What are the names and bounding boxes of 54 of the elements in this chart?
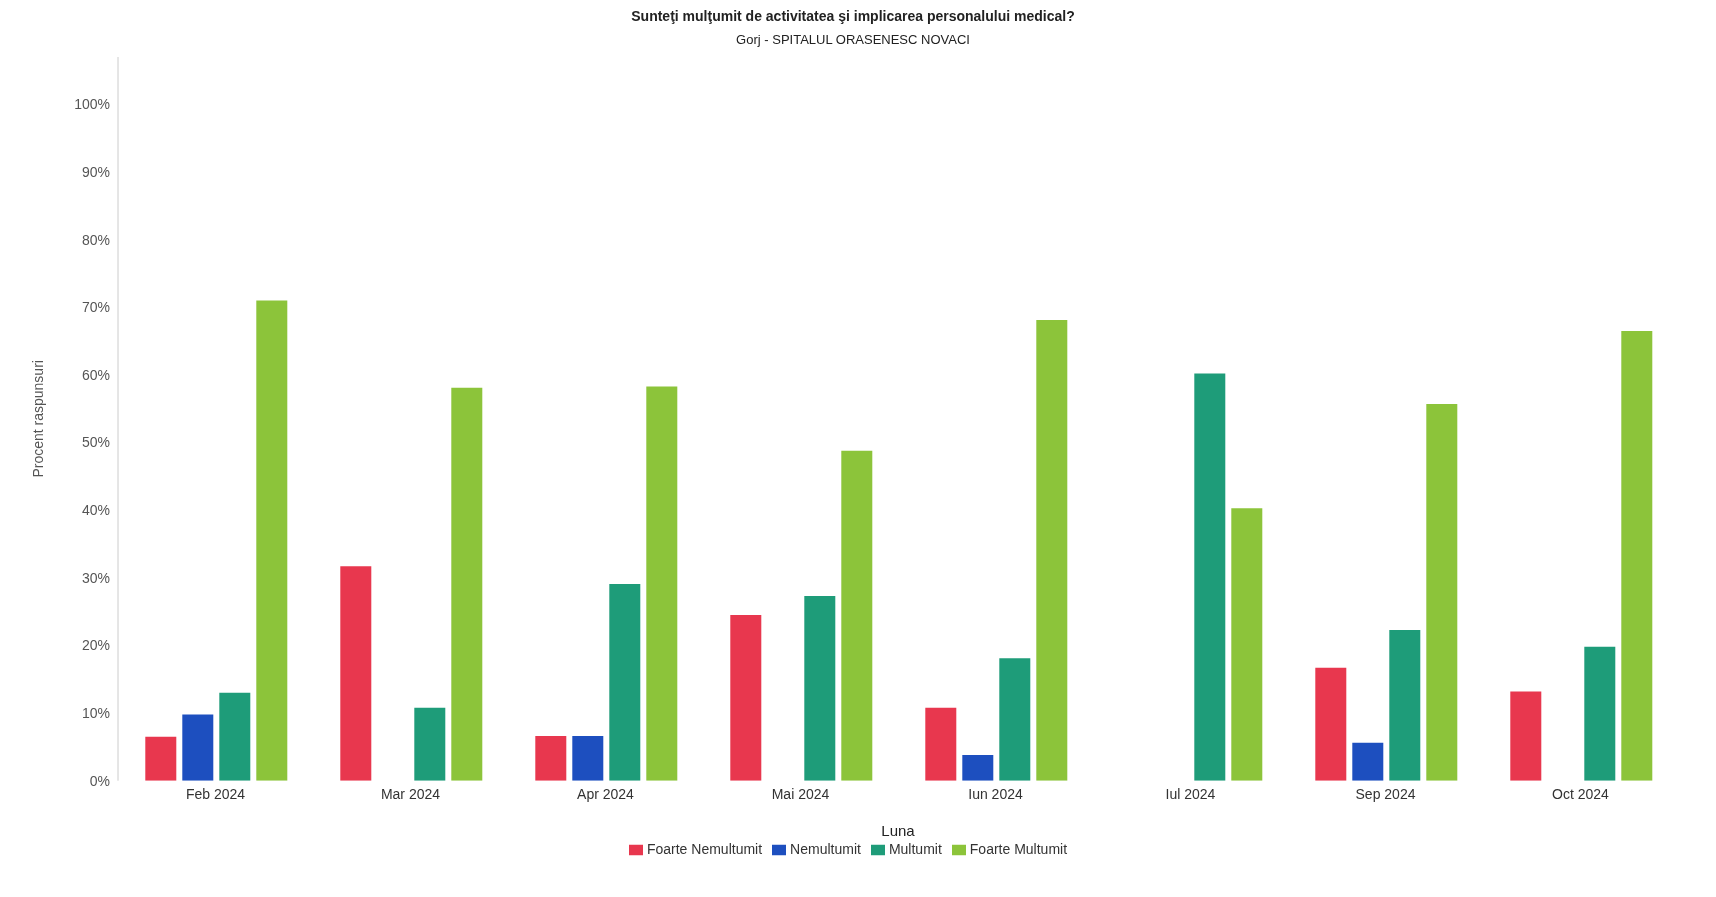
bar [1036, 320, 1068, 781]
y-tick-label: 60% [81, 366, 110, 383]
legend-label: Nemultumit [790, 840, 861, 857]
x-tick-label: Mar 2024 [380, 785, 441, 802]
y-tick-label: 100% [74, 96, 110, 113]
legend-label: Foarte Multumit [969, 840, 1068, 857]
x-tick-label: Feb 2024 [185, 785, 246, 802]
legend-label: Foarte Nemultumit [646, 840, 763, 857]
bar [340, 566, 372, 781]
x-tick-label: Oct 2024 [1552, 785, 1610, 802]
x-tick-label: Sep 2024 [1355, 785, 1416, 802]
y-tick-label: 90% [81, 163, 110, 180]
bar [572, 736, 604, 781]
bar [219, 692, 251, 781]
y-tick-label: 10% [81, 705, 110, 722]
bar [1389, 629, 1421, 781]
y-tick-label: 30% [81, 569, 110, 586]
bar [962, 755, 994, 781]
y-tick-label: 0% [89, 772, 110, 789]
bar [145, 736, 177, 781]
chart-subtitle: Gorj - SPITALUL ORASENESC NOVACI [735, 32, 971, 47]
bar [1315, 667, 1347, 781]
y-tick-label: 40% [81, 502, 110, 519]
bar [1352, 742, 1384, 781]
bar [1194, 373, 1226, 781]
x-tick-label: Mai 2024 [771, 785, 830, 802]
bar [1231, 508, 1263, 781]
x-tick-label: Iul 2024 [1165, 785, 1216, 802]
bar [925, 707, 957, 781]
bar [535, 736, 567, 781]
bar [804, 596, 836, 781]
x-tick-label: Iun 2024 [968, 785, 1023, 802]
bar [646, 386, 678, 781]
bar [841, 450, 873, 781]
bar [999, 658, 1031, 781]
bar [451, 387, 483, 781]
y-axis-title: Procent raspunsuri [29, 360, 46, 478]
y-tick-label: 50% [81, 434, 110, 451]
bar [1621, 330, 1653, 781]
y-tick-label: 80% [81, 231, 110, 248]
bar [609, 583, 641, 781]
x-axis-title: Luna [881, 821, 916, 839]
bar [182, 714, 214, 781]
bar [414, 707, 446, 781]
bar [1584, 646, 1616, 781]
chart-title: Sunteţi mulţumit de activitatea şi implicarea personalului medical? [630, 8, 1076, 24]
y-tick-label: 70% [81, 299, 110, 316]
y-tick-label: 20% [81, 637, 110, 654]
bar [1426, 403, 1458, 781]
bar [256, 300, 288, 781]
bar [1510, 691, 1542, 781]
legend-label: Multumit [888, 840, 942, 857]
bar [730, 615, 762, 781]
x-tick-label: Apr 2024 [577, 785, 635, 802]
